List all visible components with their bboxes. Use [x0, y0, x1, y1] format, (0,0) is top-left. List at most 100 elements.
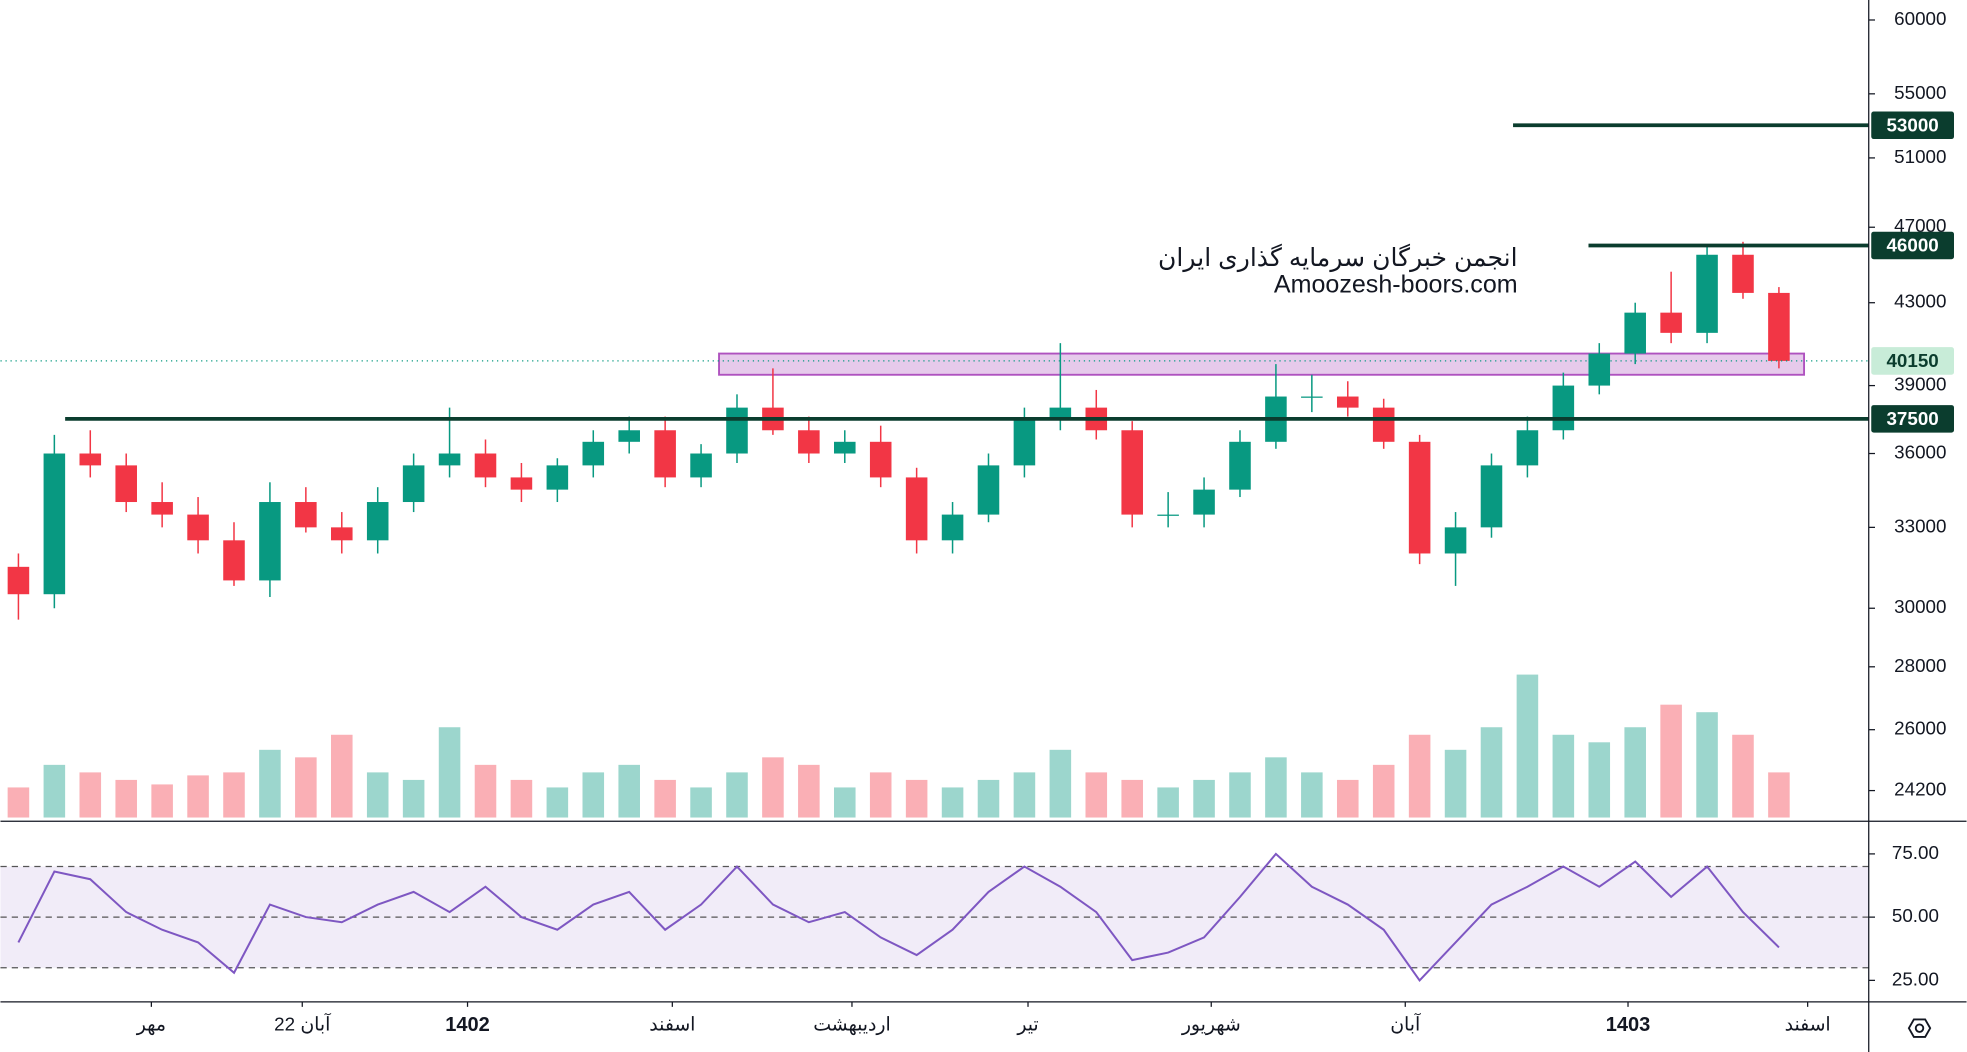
candle-body [151, 502, 173, 515]
volume-bar [1516, 674, 1539, 818]
x-tick-label: آبان [1390, 1013, 1421, 1035]
candle-body [905, 477, 928, 541]
volume-bar [1624, 727, 1646, 818]
candle-body [1049, 407, 1072, 419]
candle-body [1732, 254, 1754, 293]
x-tick-label: 22 آبان [274, 1013, 331, 1035]
candle-body [438, 453, 461, 466]
volume-bar [1013, 772, 1036, 818]
volume-bar [1301, 772, 1323, 818]
candle-body [1588, 353, 1611, 386]
volume-bar [1049, 749, 1072, 818]
settings-icon[interactable] [1907, 1018, 1932, 1038]
x-tick-label: تیر [1016, 1014, 1038, 1036]
volume-bar [1121, 779, 1143, 818]
x-tick-label: شهریور [1181, 1014, 1241, 1036]
zone [718, 352, 1806, 376]
volume-bar [1229, 772, 1251, 818]
candle-body [833, 441, 856, 454]
candle-body [1624, 312, 1646, 354]
candle-body [1696, 254, 1718, 333]
volume-bar [115, 779, 137, 818]
icon-dot[interactable] [1914, 1023, 1925, 1033]
x-tick-label: اردیبهشت [813, 1014, 890, 1036]
candle-body [1301, 396, 1323, 398]
candle-body [79, 453, 102, 466]
candle-body [366, 502, 389, 541]
candle-body [115, 465, 137, 503]
candle-body [654, 430, 676, 478]
volume-bar [833, 787, 856, 818]
candle-body [474, 453, 497, 478]
candle-body [1552, 385, 1575, 431]
candle-body [726, 407, 748, 454]
candle-body [869, 441, 892, 478]
candle-body [295, 502, 317, 528]
volume-bar [1193, 779, 1215, 818]
volume-bar [618, 764, 640, 818]
candle-body [1121, 430, 1143, 515]
candle-body [1013, 418, 1036, 466]
candle-body [941, 514, 964, 541]
volume-bar [726, 772, 748, 818]
watermark: Amoozesh-boors.com [1274, 271, 1518, 299]
candle-body [223, 540, 245, 581]
y-tick-label: 28000 [1894, 655, 1946, 676]
volume-bar [1732, 734, 1754, 818]
candle-body [690, 453, 712, 478]
volume-bar [1372, 764, 1395, 818]
candle-body [1229, 441, 1251, 490]
volume-bar [366, 772, 389, 818]
rsi-tick-label: 50.00 [1892, 905, 1939, 926]
volume-bar [654, 779, 676, 818]
volume-bar [1552, 734, 1575, 818]
candle-body [977, 465, 1000, 515]
volume-bar [1336, 779, 1359, 818]
candle-body [1372, 407, 1395, 442]
volume-bar [510, 779, 533, 818]
icon-hexagon[interactable] [1907, 1018, 1932, 1038]
rsi-tick-label: 75.00 [1892, 842, 1939, 863]
volume-bar [1265, 757, 1287, 818]
volume-bar [941, 787, 964, 818]
volume-bar [1768, 772, 1790, 818]
volume-bar [402, 779, 425, 818]
y-tick-label: 55000 [1894, 82, 1946, 103]
volume-bar [1085, 772, 1108, 818]
y-tick-label: 51000 [1894, 146, 1946, 167]
rsi-tick-label: 25.00 [1892, 968, 1939, 989]
volume-bar [1660, 704, 1682, 818]
watermark: انجمن خبرگان سرمایه گذاری ایران [1158, 243, 1518, 273]
level-box [1871, 405, 1954, 433]
volume-bar [331, 734, 353, 818]
candle-body [402, 465, 425, 503]
candle-body [618, 430, 640, 442]
volume-bar [79, 772, 102, 818]
level-label: 46000 [1886, 235, 1938, 256]
plot: 60000 55000 51000 47000 43000 39000 36000 33000… [0, 8, 1954, 1036]
y-tick-label: 30000 [1894, 596, 1946, 617]
volume-bar [1157, 787, 1179, 818]
volume-bar [905, 779, 928, 818]
volume-bar [1588, 742, 1611, 818]
candle-body [331, 527, 353, 541]
volume-bar [43, 764, 66, 818]
level-box [1871, 111, 1954, 140]
y-tick-label: 43000 [1894, 291, 1946, 312]
candle-body [510, 477, 533, 490]
volume-bar [7, 787, 30, 818]
candle-body [43, 453, 66, 595]
candle-body [1516, 430, 1539, 466]
volume-bar [798, 764, 820, 818]
level-box [1871, 231, 1954, 260]
x-tick-label: 1403 [1606, 1014, 1651, 1036]
y-tick-label: 60000 [1894, 8, 1946, 29]
volume-bar [474, 764, 497, 818]
x-tick-label: اسفند [1785, 1014, 1831, 1035]
candle-body [546, 465, 569, 490]
level-label: 53000 [1886, 114, 1938, 135]
candle-body [1157, 514, 1179, 516]
x-tick-label: اسفند [649, 1014, 695, 1035]
rsi-line [17, 852, 1780, 982]
candle-body [1768, 292, 1790, 361]
